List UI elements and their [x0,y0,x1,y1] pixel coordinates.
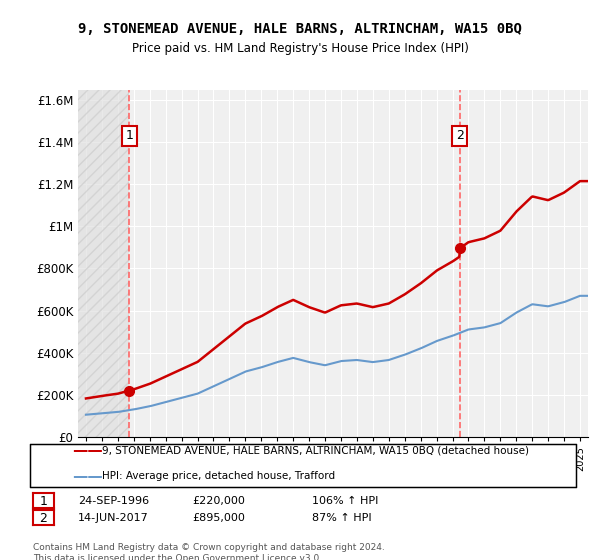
Text: Price paid vs. HM Land Registry's House Price Index (HPI): Price paid vs. HM Land Registry's House … [131,42,469,55]
Text: 106% ↑ HPI: 106% ↑ HPI [312,496,379,506]
Text: 1: 1 [125,129,133,142]
Text: ——: —— [72,469,103,483]
Text: 14-JUN-2017: 14-JUN-2017 [78,513,149,523]
Text: £895,000: £895,000 [192,513,245,523]
Text: £220,000: £220,000 [192,496,245,506]
Text: HPI: Average price, detached house, Trafford: HPI: Average price, detached house, Traf… [102,471,335,481]
Text: 24-SEP-1996: 24-SEP-1996 [78,496,149,506]
Bar [78,90,130,437]
Text: 2: 2 [456,129,464,142]
Text: Contains HM Land Registry data © Crown copyright and database right 2024.
This d: Contains HM Land Registry data © Crown c… [33,543,385,560]
Text: 87% ↑ HPI: 87% ↑ HPI [312,513,371,523]
Text: 1: 1 [39,494,47,508]
Text: ——: —— [72,443,103,458]
Text: 2: 2 [39,511,47,525]
Text: 9, STONEMEAD AVENUE, HALE BARNS, ALTRINCHAM, WA15 0BQ (detached house): 9, STONEMEAD AVENUE, HALE BARNS, ALTRINC… [102,445,529,455]
Text: 9, STONEMEAD AVENUE, HALE BARNS, ALTRINCHAM, WA15 0BQ: 9, STONEMEAD AVENUE, HALE BARNS, ALTRINC… [78,22,522,36]
